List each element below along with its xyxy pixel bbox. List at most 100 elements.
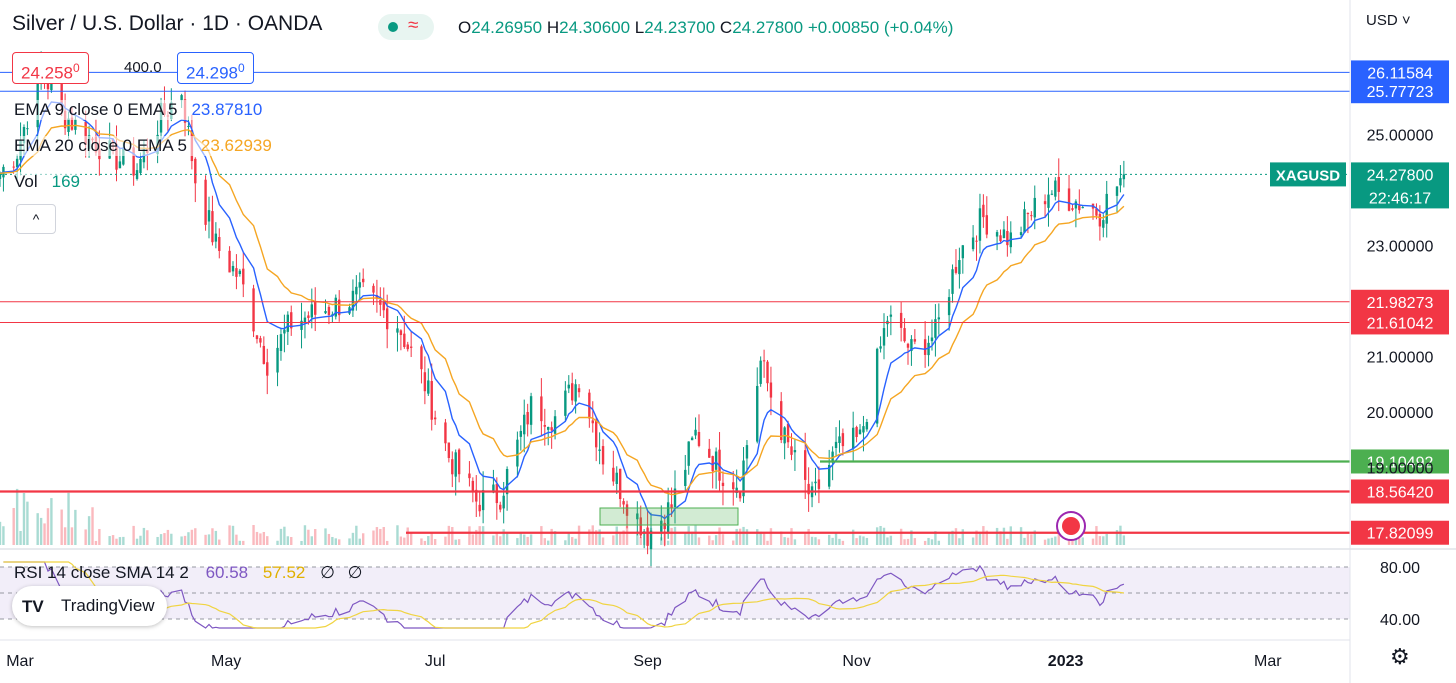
candle-body (1050, 193, 1054, 195)
candle-body (804, 450, 807, 480)
volume-bar (385, 540, 389, 545)
x-tick-label: Jul (425, 653, 445, 670)
ema9-line (0, 101, 1125, 520)
candle-body (338, 299, 341, 316)
volume-bar (639, 536, 642, 545)
volume-bar (865, 537, 869, 545)
candle-body (975, 240, 978, 242)
candle-body (1026, 213, 1030, 215)
volume-legend-value: 169 (51, 172, 81, 191)
volume-bar (913, 538, 917, 545)
quantity-field[interactable]: 400.0 (124, 59, 162, 76)
candle-body (447, 442, 451, 459)
tradingview-badge[interactable]: TV TradingView (12, 586, 167, 626)
rsi-extra-value-1: ∅ (320, 563, 335, 582)
volume-bar (286, 536, 290, 545)
sell-button[interactable]: 24.2580 (12, 52, 89, 84)
volume-bar (91, 507, 94, 545)
volume-bar (564, 540, 567, 545)
buy-price: 24.298 (186, 63, 238, 83)
candle-body (759, 360, 762, 384)
candle-body (1019, 232, 1023, 236)
low-key: L (634, 18, 645, 37)
candle-body (84, 121, 87, 145)
candle-body (420, 346, 423, 370)
candle-body (262, 345, 266, 364)
candle-body (732, 482, 735, 490)
volume-bar (122, 536, 125, 545)
volume-bar (115, 538, 118, 545)
candle-body (468, 473, 471, 479)
candle-body (478, 504, 481, 512)
candle-body (937, 317, 941, 320)
candle-body (958, 260, 961, 275)
volume-bar (1115, 530, 1119, 545)
collapse-legend-button[interactable]: ^ (16, 204, 56, 234)
volume-bar (314, 529, 317, 545)
candle-body (985, 215, 989, 235)
volume-bar (194, 528, 197, 545)
volume-bar (382, 527, 385, 545)
candle-body (523, 414, 526, 435)
volume-bar (228, 525, 231, 545)
candle-body (475, 489, 478, 502)
volume-bar (714, 535, 718, 545)
volume-bar (985, 530, 989, 545)
volume-bar (927, 537, 930, 545)
candle-body (492, 484, 495, 493)
volume-bar (1102, 536, 1105, 545)
candle-body (663, 522, 666, 530)
candle-body (978, 208, 982, 241)
ema9-legend[interactable]: EMA 9 close 0 EMA 5 23.87810 (14, 100, 263, 120)
candle-body (235, 268, 238, 277)
volume-bar (433, 539, 437, 545)
countdown-label: 22:46:17 (1369, 190, 1431, 207)
candle-body (745, 445, 749, 459)
candle-body (786, 423, 790, 443)
volume-bar (214, 530, 218, 545)
volume-bar (718, 527, 721, 545)
volume-bar (571, 537, 574, 545)
volume-bar (266, 536, 269, 545)
buy-button[interactable]: 24.2980 (177, 52, 254, 84)
candle-body (612, 467, 615, 482)
rsi-value: 60.58 (205, 563, 249, 582)
volume-bar (1081, 537, 1084, 545)
x-tick-label: Nov (842, 653, 870, 670)
candle-body (433, 417, 437, 420)
currency-select[interactable]: USD ˅ (1366, 12, 1411, 29)
candle-body (982, 204, 985, 218)
volume-bar (670, 527, 673, 545)
volume-bar (1033, 530, 1036, 545)
volume-bar (1122, 535, 1126, 545)
volume-bar (851, 529, 855, 545)
price-level-tag (1351, 79, 1449, 104)
candle-body (1074, 201, 1078, 209)
volume-bar (588, 529, 591, 545)
price-levels: 26.11584 25.77723 21.98273 21.61042 19.10492… (0, 60, 1449, 545)
gear-icon[interactable]: ⚙ (1390, 644, 1410, 669)
rsi-legend[interactable]: RSI 14 close SMA 14 2 60.58 57.52 ∅ ∅ (14, 563, 362, 583)
market-status-pill[interactable]: ≈ (378, 14, 434, 40)
volume-bar (451, 527, 454, 545)
support-zone-box (599, 507, 739, 526)
volume-bar (690, 531, 694, 545)
volume-bar (995, 527, 999, 545)
open-key: O (458, 18, 472, 37)
symbol-title[interactable]: Silver / U.S. Dollar · 1D · OANDA (12, 12, 323, 35)
volume-bar (372, 530, 375, 545)
volume-bar (187, 532, 190, 545)
volume-legend[interactable]: Vol 169 (14, 172, 81, 192)
y-tick-label: 20.00000 (1367, 405, 1434, 422)
ema20-legend[interactable]: EMA 20 close 0 EMA 5 23.62939 (14, 136, 272, 156)
price-level-tag (1351, 479, 1449, 504)
candle-body (1081, 207, 1084, 209)
volume-bar (780, 531, 783, 545)
candle-body (385, 308, 389, 330)
volume-bar (111, 535, 115, 545)
candle-body (132, 147, 135, 176)
volume-bar (427, 536, 430, 545)
x-tick-label: Sep (633, 653, 662, 670)
volume-bar (409, 532, 413, 545)
volume-bar (156, 536, 159, 545)
